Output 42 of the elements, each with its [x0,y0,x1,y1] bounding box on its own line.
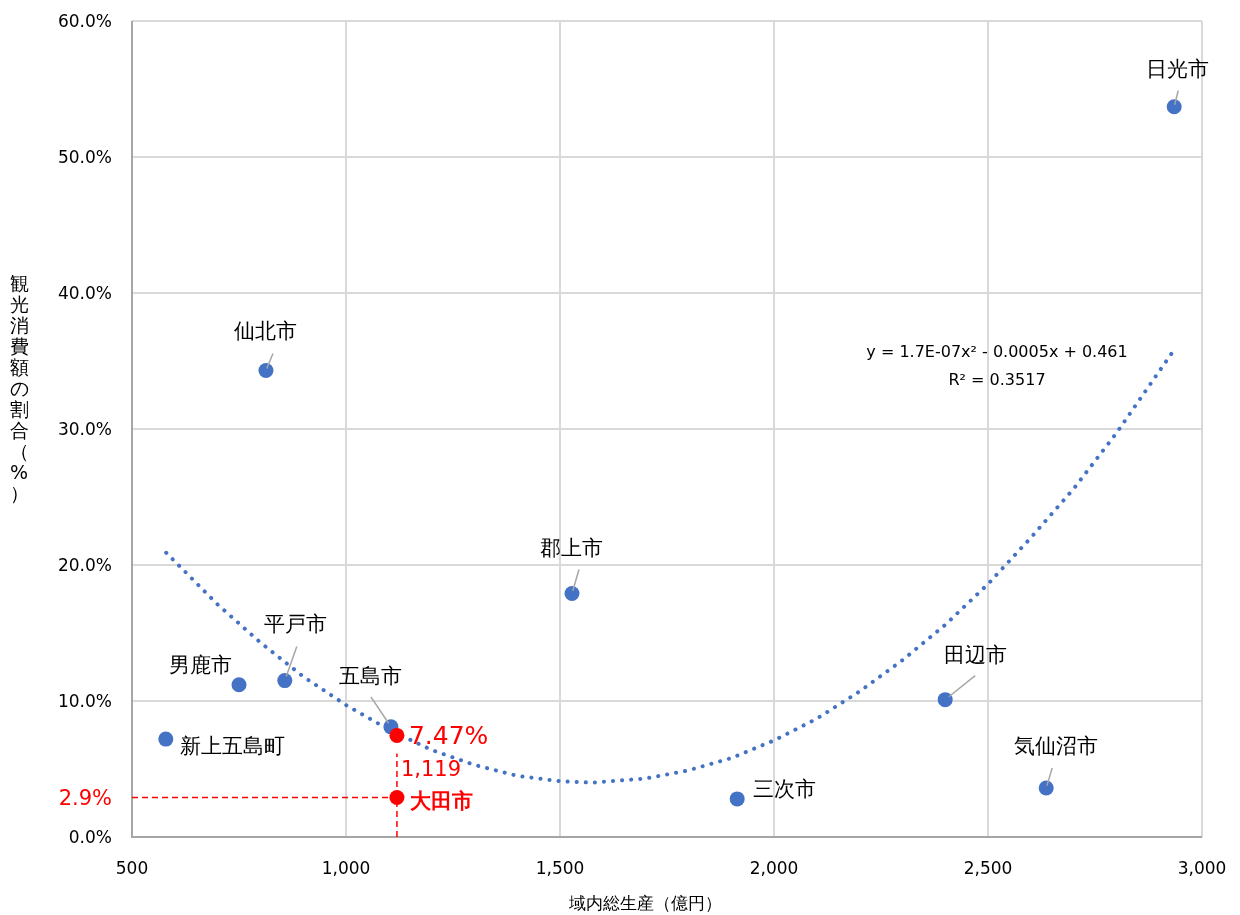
point [1038,780,1054,796]
y-tick-label: 30.0% [57,419,112,439]
x-axis-title: 域内総生産（億円） [567,893,722,913]
annotation: 男鹿市 [168,652,232,677]
y-tick-label: 0.0% [68,827,112,847]
annotation: 仙北市 [234,318,298,343]
annotation: 日光市 [1145,56,1209,81]
y-axis-title: 観光消費額の割合（%） [9,272,29,504]
y-tick-label: 20.0% [57,555,112,575]
x-tick-label: 500 [115,858,149,878]
point [389,790,405,806]
annotation: 気仙沼市 [1014,734,1099,759]
annotation: 郡上市 [540,535,604,560]
x-tick-label: 1,500 [535,858,585,878]
point [258,363,274,379]
annotation: 五島市 [339,663,403,688]
annotation: 平戸市 [264,611,328,636]
x-tick-label: 1,000 [321,858,371,878]
y-tick-label: 60.0% [57,11,112,31]
point [564,586,580,602]
ref-line-label: 2.9% [58,785,112,810]
annotation: 三次市 [753,776,817,801]
annotation: R² = 0.3517 [948,370,1046,390]
y-tick-label: 40.0% [57,283,112,303]
y-tick-label: 50.0% [57,147,112,167]
x-tick-label: 2,500 [963,858,1013,878]
annotation: y = 1.7E-07x² - 0.0005x + 0.461 [866,342,1128,362]
point [389,727,405,743]
x-tick-label: 2,000 [749,858,799,878]
point [277,673,293,689]
ref-line-label: 1,119 [400,756,462,781]
point [158,731,174,747]
annotation: 新上五島町 [179,734,285,759]
point [1166,99,1182,115]
annotation: 田辺市 [943,642,1007,667]
y-tick-label: 10.0% [57,691,112,711]
point [231,677,247,693]
point [729,791,745,807]
data-label: 7.47% [408,720,489,750]
annotation: 大田市 [409,788,473,813]
x-tick-label: 3,000 [1177,858,1227,878]
point [937,692,953,708]
